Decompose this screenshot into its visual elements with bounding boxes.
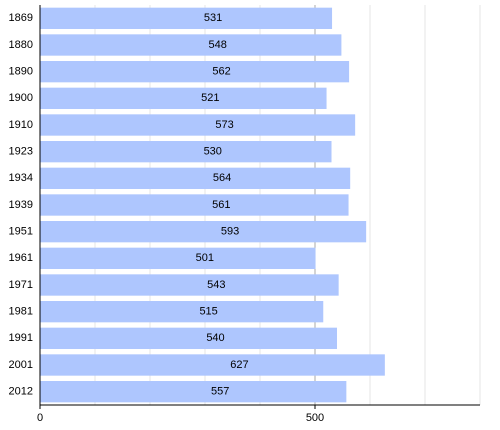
data-label: 501 [196, 252, 214, 264]
bar [40, 301, 324, 323]
data-label: 627 [230, 359, 248, 371]
y-tick-label: 1939 [9, 199, 33, 211]
data-label: 543 [207, 279, 225, 291]
bar [40, 247, 316, 269]
y-tick-label: 2012 [9, 386, 33, 398]
data-label: 531 [204, 12, 222, 24]
data-label: 530 [204, 146, 222, 158]
data-label: 557 [211, 386, 229, 398]
bar [40, 194, 349, 216]
bar [40, 327, 337, 349]
bar [40, 61, 350, 83]
y-tick-label: 1971 [9, 279, 33, 291]
y-tick-label: 1869 [9, 12, 33, 24]
y-tick-label: 1900 [9, 92, 33, 104]
bar [40, 381, 347, 403]
y-tick-label: 1991 [9, 332, 33, 344]
x-tick-label: 0 [37, 412, 43, 424]
data-label: 593 [221, 226, 239, 238]
data-label: 515 [199, 306, 217, 318]
y-tick-label: 1934 [9, 172, 33, 184]
y-tick-label: 1910 [9, 119, 33, 131]
y-tick-label: 2001 [9, 359, 33, 371]
y-tick-label: 1923 [9, 146, 33, 158]
data-label: 561 [212, 199, 230, 211]
data-label: 573 [215, 119, 233, 131]
data-label: 521 [201, 92, 219, 104]
bar [40, 274, 339, 296]
data-label: 564 [213, 172, 231, 184]
bar [40, 7, 333, 30]
y-tick-label: 1880 [9, 39, 33, 51]
bar [40, 87, 327, 109]
bar [40, 354, 385, 376]
bar [40, 114, 356, 136]
x-tick-label: 500 [306, 412, 324, 424]
bar [40, 221, 367, 243]
bar [40, 167, 351, 189]
data-label: 548 [209, 39, 227, 51]
data-label: 540 [206, 332, 224, 344]
bar [40, 34, 342, 56]
y-tick-label: 1961 [9, 252, 33, 264]
y-tick-label: 1981 [9, 306, 33, 318]
bar [40, 141, 332, 163]
y-tick-label: 1951 [9, 226, 33, 238]
y-tick-label: 1890 [9, 66, 33, 78]
data-label: 562 [212, 66, 230, 78]
